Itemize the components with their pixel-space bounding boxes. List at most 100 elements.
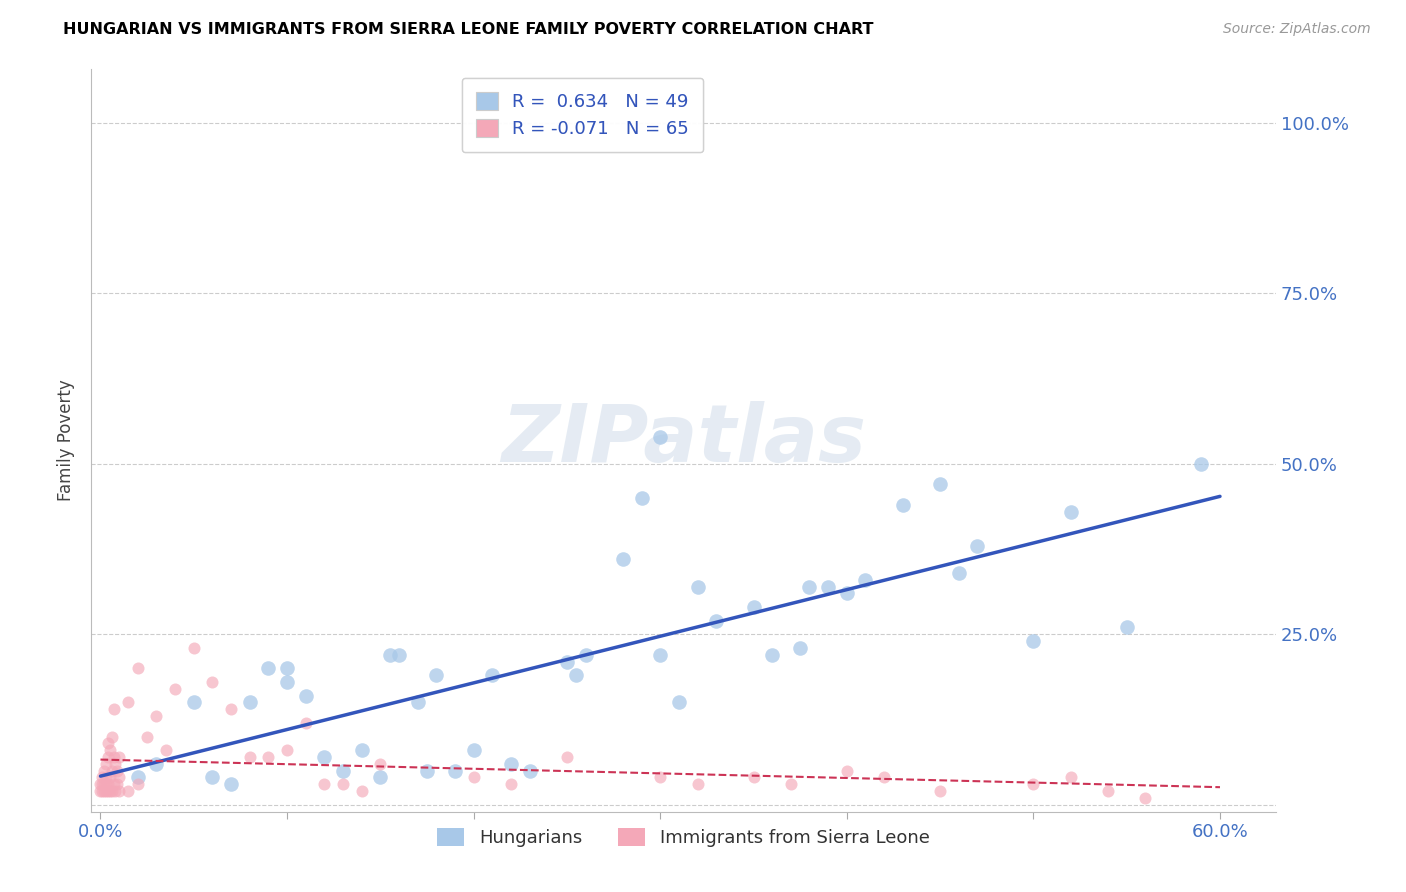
Point [817,580,839,594]
Point [93,784,115,798]
Point [276,675,298,690]
Point [105,777,128,791]
Point [499,777,522,791]
Point [127,771,149,785]
Point [835,764,858,778]
Point [91,784,114,798]
Point [257,661,280,675]
Point [332,764,354,778]
Point [97,750,120,764]
Point [761,648,783,662]
Point [481,668,503,682]
Point [929,784,952,798]
Point [650,771,672,785]
Point [463,743,485,757]
Point [444,764,467,778]
Point [104,784,127,798]
Point [370,756,392,771]
Point [891,498,914,512]
Point [370,771,392,785]
Point [89,784,111,798]
Point [94,756,117,771]
Point [219,777,242,791]
Point [388,648,411,662]
Text: Source: ZipAtlas.com: Source: ZipAtlas.com [1223,22,1371,37]
Point [742,600,765,615]
Point [108,750,131,764]
Point [575,648,598,662]
Point [91,771,114,785]
Point [1022,634,1045,648]
Point [1097,784,1119,798]
Point [103,777,125,791]
Point [165,681,187,696]
Point [155,743,177,757]
Point [257,750,280,764]
Point [966,539,988,553]
Point [100,730,122,744]
Point [103,702,125,716]
Text: ZIPatlas: ZIPatlas [501,401,866,479]
Point [314,750,336,764]
Point [219,702,242,716]
Point [94,777,117,791]
Point [350,784,373,798]
Point [686,580,709,594]
Point [108,784,131,798]
Point [94,784,117,798]
Point [463,771,485,785]
Point [929,477,952,491]
Point [276,661,298,675]
Point [201,675,224,690]
Point [127,777,149,791]
Point [294,689,316,703]
Point [873,771,896,785]
Point [1189,457,1212,471]
Point [145,709,167,723]
Point [105,764,128,778]
Point [98,771,121,785]
Point [183,640,205,655]
Text: HUNGARIAN VS IMMIGRANTS FROM SIERRA LEONE FAMILY POVERTY CORRELATION CHART: HUNGARIAN VS IMMIGRANTS FROM SIERRA LEON… [63,22,873,37]
Point [650,648,672,662]
Point [314,777,336,791]
Point [779,777,801,791]
Point [183,696,205,710]
Point [789,640,811,655]
Point [1135,790,1157,805]
Legend: R =  0.634   N = 49, R = -0.071   N = 65: R = 0.634 N = 49, R = -0.071 N = 65 [461,78,703,153]
Point [565,668,588,682]
Point [668,696,690,710]
Point [555,655,578,669]
Point [1115,620,1137,634]
Point [100,784,122,798]
Point [1022,777,1045,791]
Point [93,777,115,791]
Point [742,771,765,785]
Point [835,586,858,600]
Point [103,750,125,764]
Point [117,696,139,710]
Point [91,777,114,791]
Point [612,552,634,566]
Point [855,573,877,587]
Point [378,648,401,662]
Point [519,764,541,778]
Point [239,696,262,710]
Point [406,696,429,710]
Point [276,743,298,757]
Point [98,784,121,798]
Point [799,580,821,594]
Point [93,764,115,778]
Point [136,730,159,744]
Point [350,743,373,757]
Point [97,784,120,798]
Point [94,771,117,785]
Point [294,715,316,730]
Point [416,764,439,778]
Point [332,777,354,791]
Point [239,750,262,764]
Point [555,750,578,764]
Point [948,566,970,580]
Point [127,661,149,675]
